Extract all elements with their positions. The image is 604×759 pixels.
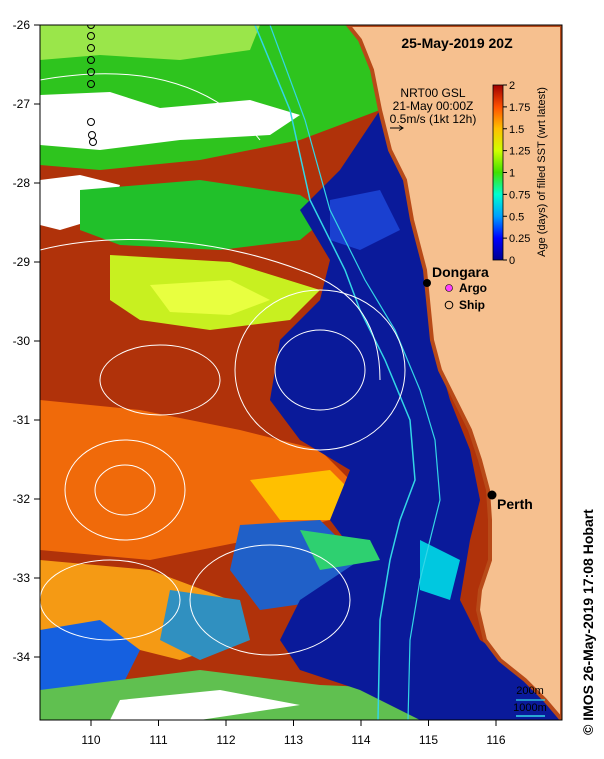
ship-marker: [87, 118, 95, 126]
lightgreen-data-patch: [40, 25, 260, 60]
dongara-marker: [423, 279, 431, 287]
australia-land: [345, 25, 562, 720]
cloud-patch: [40, 92, 300, 150]
ship-marker: [89, 138, 97, 146]
y-tick-label: -34: [13, 650, 31, 664]
y-tick-label: -31: [13, 413, 31, 427]
perth-label: Perth: [497, 496, 533, 512]
contour-line: [99, 344, 221, 416]
x-tick-label: 114: [351, 733, 370, 747]
info-line-scale: 0.5m/s (1kt 12h): [390, 112, 477, 126]
y-tick-label: -26: [13, 18, 31, 32]
info-line-date: 21-May 00:00Z: [393, 99, 474, 113]
x-tick-label: 112: [216, 733, 235, 747]
place-perth: Perth: [487, 490, 533, 512]
y-tick-label: -28: [13, 176, 31, 190]
legend-argo-label: Argo: [459, 281, 487, 295]
x-tick-label: 115: [419, 733, 438, 747]
colorbar-ticks: 0 0.25 0.5 0.75 1 1.25 1.5 1.75 2: [503, 80, 530, 267]
ship-marker: [87, 56, 95, 64]
y-tick-label: -30: [13, 334, 31, 348]
legend: Argo Ship: [444, 281, 487, 312]
ship-symbol: [444, 300, 454, 310]
colorbar-tick-label: 1.75: [509, 102, 530, 114]
y-tick-label: -29: [13, 255, 31, 269]
contour-line: [274, 329, 366, 411]
map-field: [40, 25, 562, 720]
colorbar-tick-label: 1.25: [509, 146, 530, 158]
x-axis: 110 111 112 113 114 115 116: [81, 720, 506, 747]
x-tick-label: 116: [486, 733, 505, 747]
contour-line: [40, 239, 381, 381]
colorbar-tick-label: 1.5: [509, 124, 524, 136]
contour-line: [94, 464, 156, 516]
colorbar-tick-label: 0.25: [509, 233, 530, 245]
contour-line: [234, 289, 406, 451]
dongara-label: Dongara: [432, 264, 489, 280]
y-axis: -26 -27 -28 -29 -30 -31 -32 -33 -34: [13, 18, 40, 664]
isobath-200m-label: 200m: [516, 685, 544, 697]
ship-marker: [87, 80, 95, 88]
imos-credit: © IMOS 26-May-2019 17:08 Hobart: [580, 509, 596, 735]
x-tick-label: 113: [284, 733, 303, 747]
velocity-scale-arrow: [390, 125, 404, 131]
green-data-patch: [300, 530, 380, 570]
colorbar-tick-label: 0.5: [509, 211, 524, 223]
ship-track: [87, 25, 97, 146]
colorbar-tick-label: 0.75: [509, 189, 530, 201]
amber-data-patch: [250, 470, 360, 520]
plot-frame: [39, 24, 563, 721]
colorbar-tick-label: 0: [509, 255, 515, 267]
y-tick-label: -32: [13, 492, 31, 506]
cloud-patch: [110, 690, 300, 720]
colorbar-tick-label: 2: [509, 80, 515, 92]
contour-line: [40, 559, 181, 641]
cyan-data-patch: [420, 540, 460, 600]
y-tick-label: -33: [13, 571, 31, 585]
y-tick-label: -27: [13, 97, 31, 111]
colorbar: [492, 84, 504, 261]
ship-marker: [87, 44, 95, 52]
place-dongara: Dongara: [423, 264, 489, 287]
ship-marker: [87, 68, 95, 76]
ship-marker: [87, 25, 95, 29]
green-data-patch: [80, 180, 330, 250]
x-tick-label: 111: [149, 733, 168, 747]
blue-data-patch: [160, 590, 250, 660]
info-line-product: NRT00 GSL: [400, 86, 465, 100]
ship-marker: [87, 32, 95, 40]
contour-line: [189, 544, 351, 656]
yellow-data-patch: [150, 280, 270, 315]
x-tick-label: 110: [81, 733, 100, 747]
isobath-200m: [269, 25, 441, 720]
isobath-1000m: [254, 25, 416, 720]
contour-line: [40, 73, 261, 141]
legend-ship-label: Ship: [459, 298, 485, 312]
colorbar-label: Age (days) of filled SST (wrt latest): [536, 87, 548, 257]
blue-data-patch: [330, 190, 400, 250]
argo-symbol: [445, 284, 453, 292]
isobath-1000m-label: 1000m: [513, 702, 547, 714]
contour-line: [64, 439, 186, 541]
colorbar-tick-label: 1: [509, 168, 515, 180]
perth-marker: [487, 490, 497, 500]
map-title: 25-May-2019 20Z: [401, 35, 513, 51]
